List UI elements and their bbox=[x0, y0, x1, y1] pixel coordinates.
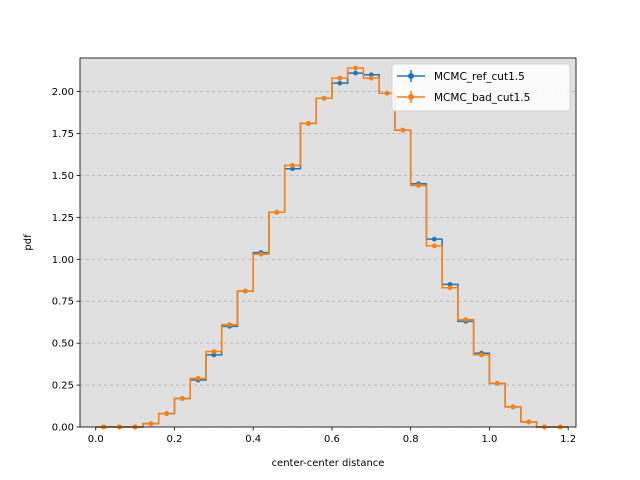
series-1-point bbox=[258, 251, 264, 257]
x-axis-label: center-center distance bbox=[272, 458, 385, 469]
series-1-point bbox=[179, 396, 185, 401]
series-1-point bbox=[274, 209, 280, 215]
y-tick-label: 0.75 bbox=[52, 297, 74, 308]
y-tick-label: 1.75 bbox=[52, 129, 74, 140]
y-axis: 0.00 0.25 0.50 0.75 1.00 1.25 1.50 1.75 2.00 bbox=[52, 87, 80, 434]
x-tick-label: 0.0 bbox=[88, 434, 104, 445]
series-line-1 bbox=[95, 67, 569, 428]
series-1-point bbox=[447, 285, 453, 291]
series-1-point bbox=[227, 322, 232, 328]
y-axis-label: pdf bbox=[23, 234, 34, 251]
legend-box bbox=[391, 63, 571, 112]
series-0-point bbox=[211, 352, 217, 358]
series-1-point bbox=[463, 317, 469, 323]
series-1-point bbox=[337, 75, 343, 81]
legend-label-ref: MCMC_ref_cut1.5 bbox=[434, 71, 525, 83]
y-tick-label: 1.50 bbox=[52, 171, 74, 182]
series-1-point bbox=[164, 411, 170, 416]
series-1-point bbox=[494, 380, 500, 386]
legend-marker-bad bbox=[408, 94, 414, 100]
series-1-point bbox=[305, 121, 311, 126]
x-tick-label: 1.2 bbox=[560, 434, 576, 445]
x-axis: 0.0 0.2 0.4 0.6 0.8 1.0 1.2 bbox=[88, 427, 576, 445]
series-1-point bbox=[353, 65, 358, 71]
series-0-point bbox=[337, 80, 343, 86]
series-1-point bbox=[211, 349, 217, 354]
series-1-point bbox=[384, 90, 390, 96]
series-1-point bbox=[368, 75, 374, 81]
series-1-point bbox=[526, 419, 532, 425]
series-1-point bbox=[510, 404, 516, 410]
series-0-point bbox=[368, 72, 374, 78]
legend-label-bad: MCMC_bad_cut1.5 bbox=[434, 92, 530, 104]
legend: MCMC_ref_cut1.5 MCMC_bad_cut1.5 bbox=[391, 63, 571, 112]
series-1-point bbox=[148, 421, 154, 427]
plot-frame bbox=[79, 57, 577, 428]
y-tick-label: 0.00 bbox=[52, 423, 74, 434]
y-tick-label: 0.50 bbox=[52, 339, 74, 350]
series-0-point bbox=[447, 282, 453, 287]
y-tick-label: 1.25 bbox=[52, 213, 74, 224]
x-tick-label: 1.0 bbox=[481, 434, 497, 445]
legend-marker-ref bbox=[408, 73, 414, 79]
series-1-point bbox=[321, 95, 327, 101]
series-1-point bbox=[242, 288, 248, 294]
series-0-point bbox=[431, 236, 437, 242]
x-tick-label: 0.2 bbox=[167, 434, 183, 445]
series-1-point bbox=[290, 162, 295, 168]
plot-area bbox=[80, 58, 576, 427]
x-tick-label: 0.6 bbox=[324, 434, 340, 445]
series-1-point bbox=[416, 183, 421, 188]
series-1-point bbox=[195, 375, 201, 381]
x-tick-label: 0.8 bbox=[403, 434, 419, 445]
x-tick-label: 0.4 bbox=[245, 434, 261, 445]
series-0-point bbox=[353, 70, 358, 76]
y-tick-label: 1.00 bbox=[52, 255, 74, 266]
series-1-point bbox=[479, 352, 484, 358]
series-1-point bbox=[400, 127, 406, 133]
y-tick-label: 0.25 bbox=[52, 381, 74, 392]
series-0-point bbox=[290, 166, 295, 172]
series-1-point bbox=[431, 243, 437, 249]
y-tick-label: 2.00 bbox=[52, 87, 74, 98]
series-layer bbox=[95, 65, 569, 430]
